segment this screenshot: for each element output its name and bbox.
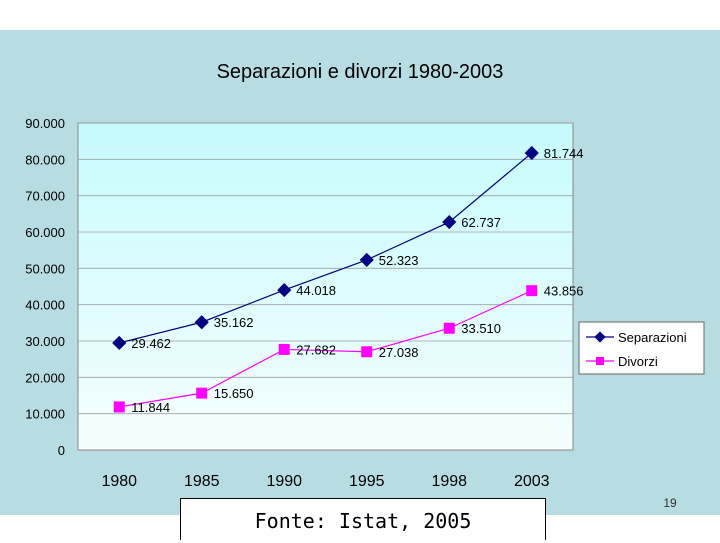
x-tick-label: 1980 <box>101 473 137 490</box>
data-point-divorzi <box>113 401 125 413</box>
y-tick-label: 40.000 <box>25 298 65 313</box>
x-tick-label: 1985 <box>184 473 220 490</box>
series-line-separazioni <box>119 152 533 344</box>
data-label-divorzi: 11.844 <box>131 400 170 415</box>
data-point-divorzi <box>196 387 208 399</box>
x-tick-label: 2003 <box>514 473 550 490</box>
data-label-separazioni: 52.323 <box>379 253 419 268</box>
data-point-divorzi <box>443 322 455 334</box>
x-tick-label: 1995 <box>349 473 385 490</box>
x-tick-label: 1998 <box>431 473 467 490</box>
data-point-separazioni <box>277 282 292 298</box>
data-label-divorzi: 27.682 <box>296 342 336 357</box>
y-tick-label: 50.000 <box>25 261 65 276</box>
y-tick-label: 90.000 <box>25 116 65 131</box>
legend-marker-separazioni <box>594 331 606 343</box>
y-tick-label: 20.000 <box>25 370 65 385</box>
data-label-divorzi: 27.038 <box>379 345 419 360</box>
y-tick-label: 30.000 <box>25 334 65 349</box>
data-point-divorzi <box>526 285 538 297</box>
data-point-divorzi <box>361 346 373 358</box>
legend-label-separazioni: Separazioni <box>618 330 687 345</box>
data-point-separazioni <box>359 252 374 267</box>
x-tick-label: 1990 <box>266 473 302 490</box>
data-point-divorzi <box>278 343 290 355</box>
y-tick-label: 70.000 <box>25 189 65 204</box>
legend-label-divorzi: Divorzi <box>618 354 658 369</box>
source-note: Fonte: Istat, 2005 <box>180 498 546 540</box>
page-number: 19 <box>663 496 677 510</box>
y-tick-label: 60.000 <box>25 225 65 240</box>
chart-title: Separazioni e divorzi 1980-2003 <box>217 61 504 83</box>
series-line-divorzi <box>119 290 532 408</box>
data-label-separazioni: 62.737 <box>461 215 501 230</box>
data-point-separazioni <box>112 335 127 351</box>
data-label-separazioni: 35.162 <box>214 315 254 330</box>
legend-box <box>578 321 705 375</box>
y-tick-label: 0 <box>58 443 65 458</box>
legend-marker-divorzi <box>596 357 604 365</box>
data-label-separazioni: 81.744 <box>544 146 584 161</box>
y-tick-label: 80.000 <box>25 152 65 167</box>
data-label-divorzi: 33.510 <box>461 321 501 336</box>
plot-area <box>77 122 574 451</box>
data-point-separazioni <box>524 145 539 161</box>
data-label-separazioni: 44.018 <box>296 283 336 298</box>
data-label-divorzi: 43.856 <box>544 284 584 299</box>
data-point-separazioni <box>194 315 209 330</box>
data-label-divorzi: 15.650 <box>214 386 254 401</box>
legend: Separazioni Divorzi <box>578 321 705 375</box>
data-point-separazioni <box>442 214 457 230</box>
y-tick-label: 10.000 <box>25 407 65 422</box>
data-label-separazioni: 29.462 <box>131 336 171 351</box>
